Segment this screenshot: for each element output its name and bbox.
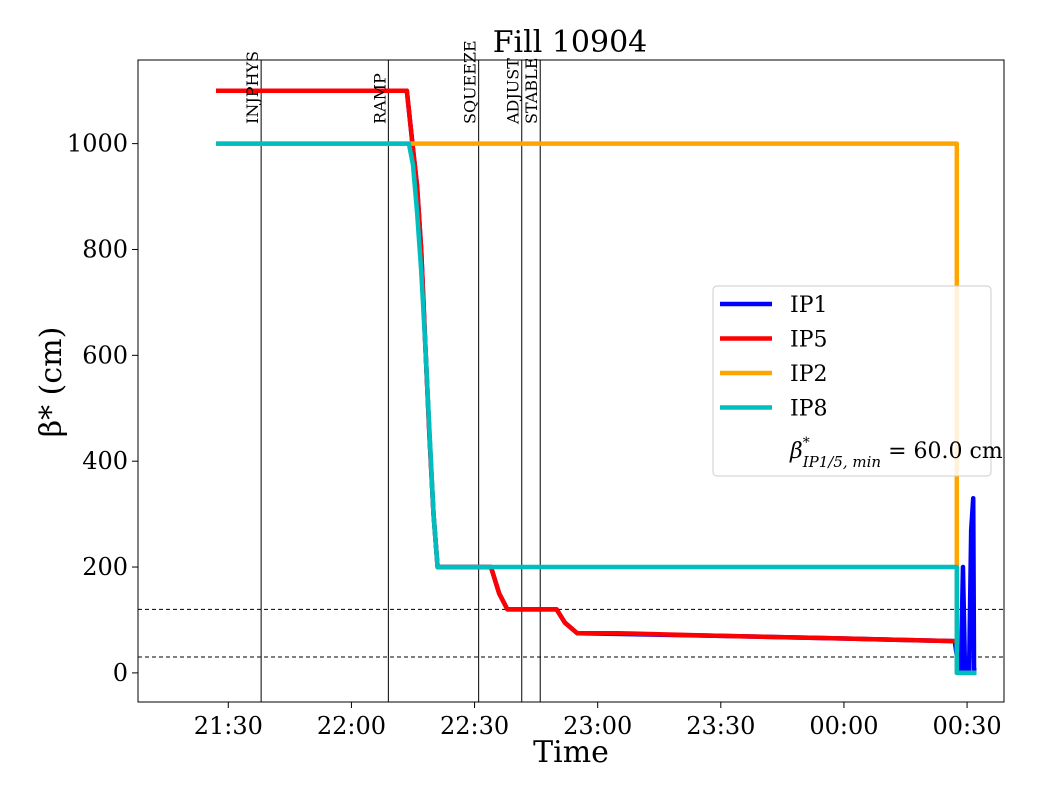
y-axis-ticks: 0 200 400 600 800 1000	[67, 130, 138, 687]
y-tick-label: 800	[82, 235, 128, 263]
legend-box	[712, 285, 992, 477]
legend-annotation: β* IP1/5, min = 60.0 cm	[789, 435, 1003, 471]
y-tick-label: 1000	[67, 130, 128, 158]
y-tick-label: 600	[82, 341, 128, 369]
x-axis-ticks: 21:30 22:00 22:30 23:00 23:30 00:00 00:30	[194, 702, 1002, 740]
x-axis-label: Time	[533, 735, 609, 770]
y-axis-label-group: β* (cm)	[34, 327, 69, 438]
phase-marker-labels: INJPHYS RAMP SQUEEZE ADJUST STABLE	[243, 40, 541, 125]
phase-marker-lines	[260, 60, 541, 702]
legend: IP1 IP5 IP2 IP8 β* IP1/5, min = 60.0 cm	[712, 285, 1003, 477]
y-tick-label: 200	[82, 553, 128, 581]
phase-label: RAMP	[370, 73, 389, 124]
legend-label-ip1: IP1	[790, 293, 828, 318]
phase-label: SQUEEZE	[461, 40, 480, 124]
x-tick-label: 00:30	[932, 712, 1001, 740]
x-tick-label: 23:00	[563, 712, 632, 740]
plot-frame	[137, 59, 1005, 703]
phase-label: INJPHYS	[243, 51, 262, 124]
x-tick-label: 22:00	[317, 712, 386, 740]
reference-lines	[138, 608, 1004, 658]
legend-entries: IP1 IP5 IP2 IP8	[720, 293, 828, 422]
phase-label: ADJUST	[504, 58, 523, 125]
x-tick-label: 22:30	[440, 712, 509, 740]
y-tick-label: 400	[82, 447, 128, 475]
legend-label-ip8: IP8	[790, 397, 828, 422]
x-tick-label: 21:30	[194, 712, 263, 740]
x-tick-label: 00:00	[809, 712, 878, 740]
legend-label-ip5: IP5	[790, 328, 828, 353]
phase-label: STABLE	[522, 58, 541, 124]
y-tick-label: 0	[113, 659, 128, 687]
x-tick-label: 23:30	[686, 712, 755, 740]
chart-title: Fill 10904	[493, 25, 648, 60]
series-line-ip8	[215, 141, 977, 676]
legend-label-ip2: IP2	[790, 362, 828, 387]
y-axis-label: β* (cm)	[34, 327, 69, 438]
